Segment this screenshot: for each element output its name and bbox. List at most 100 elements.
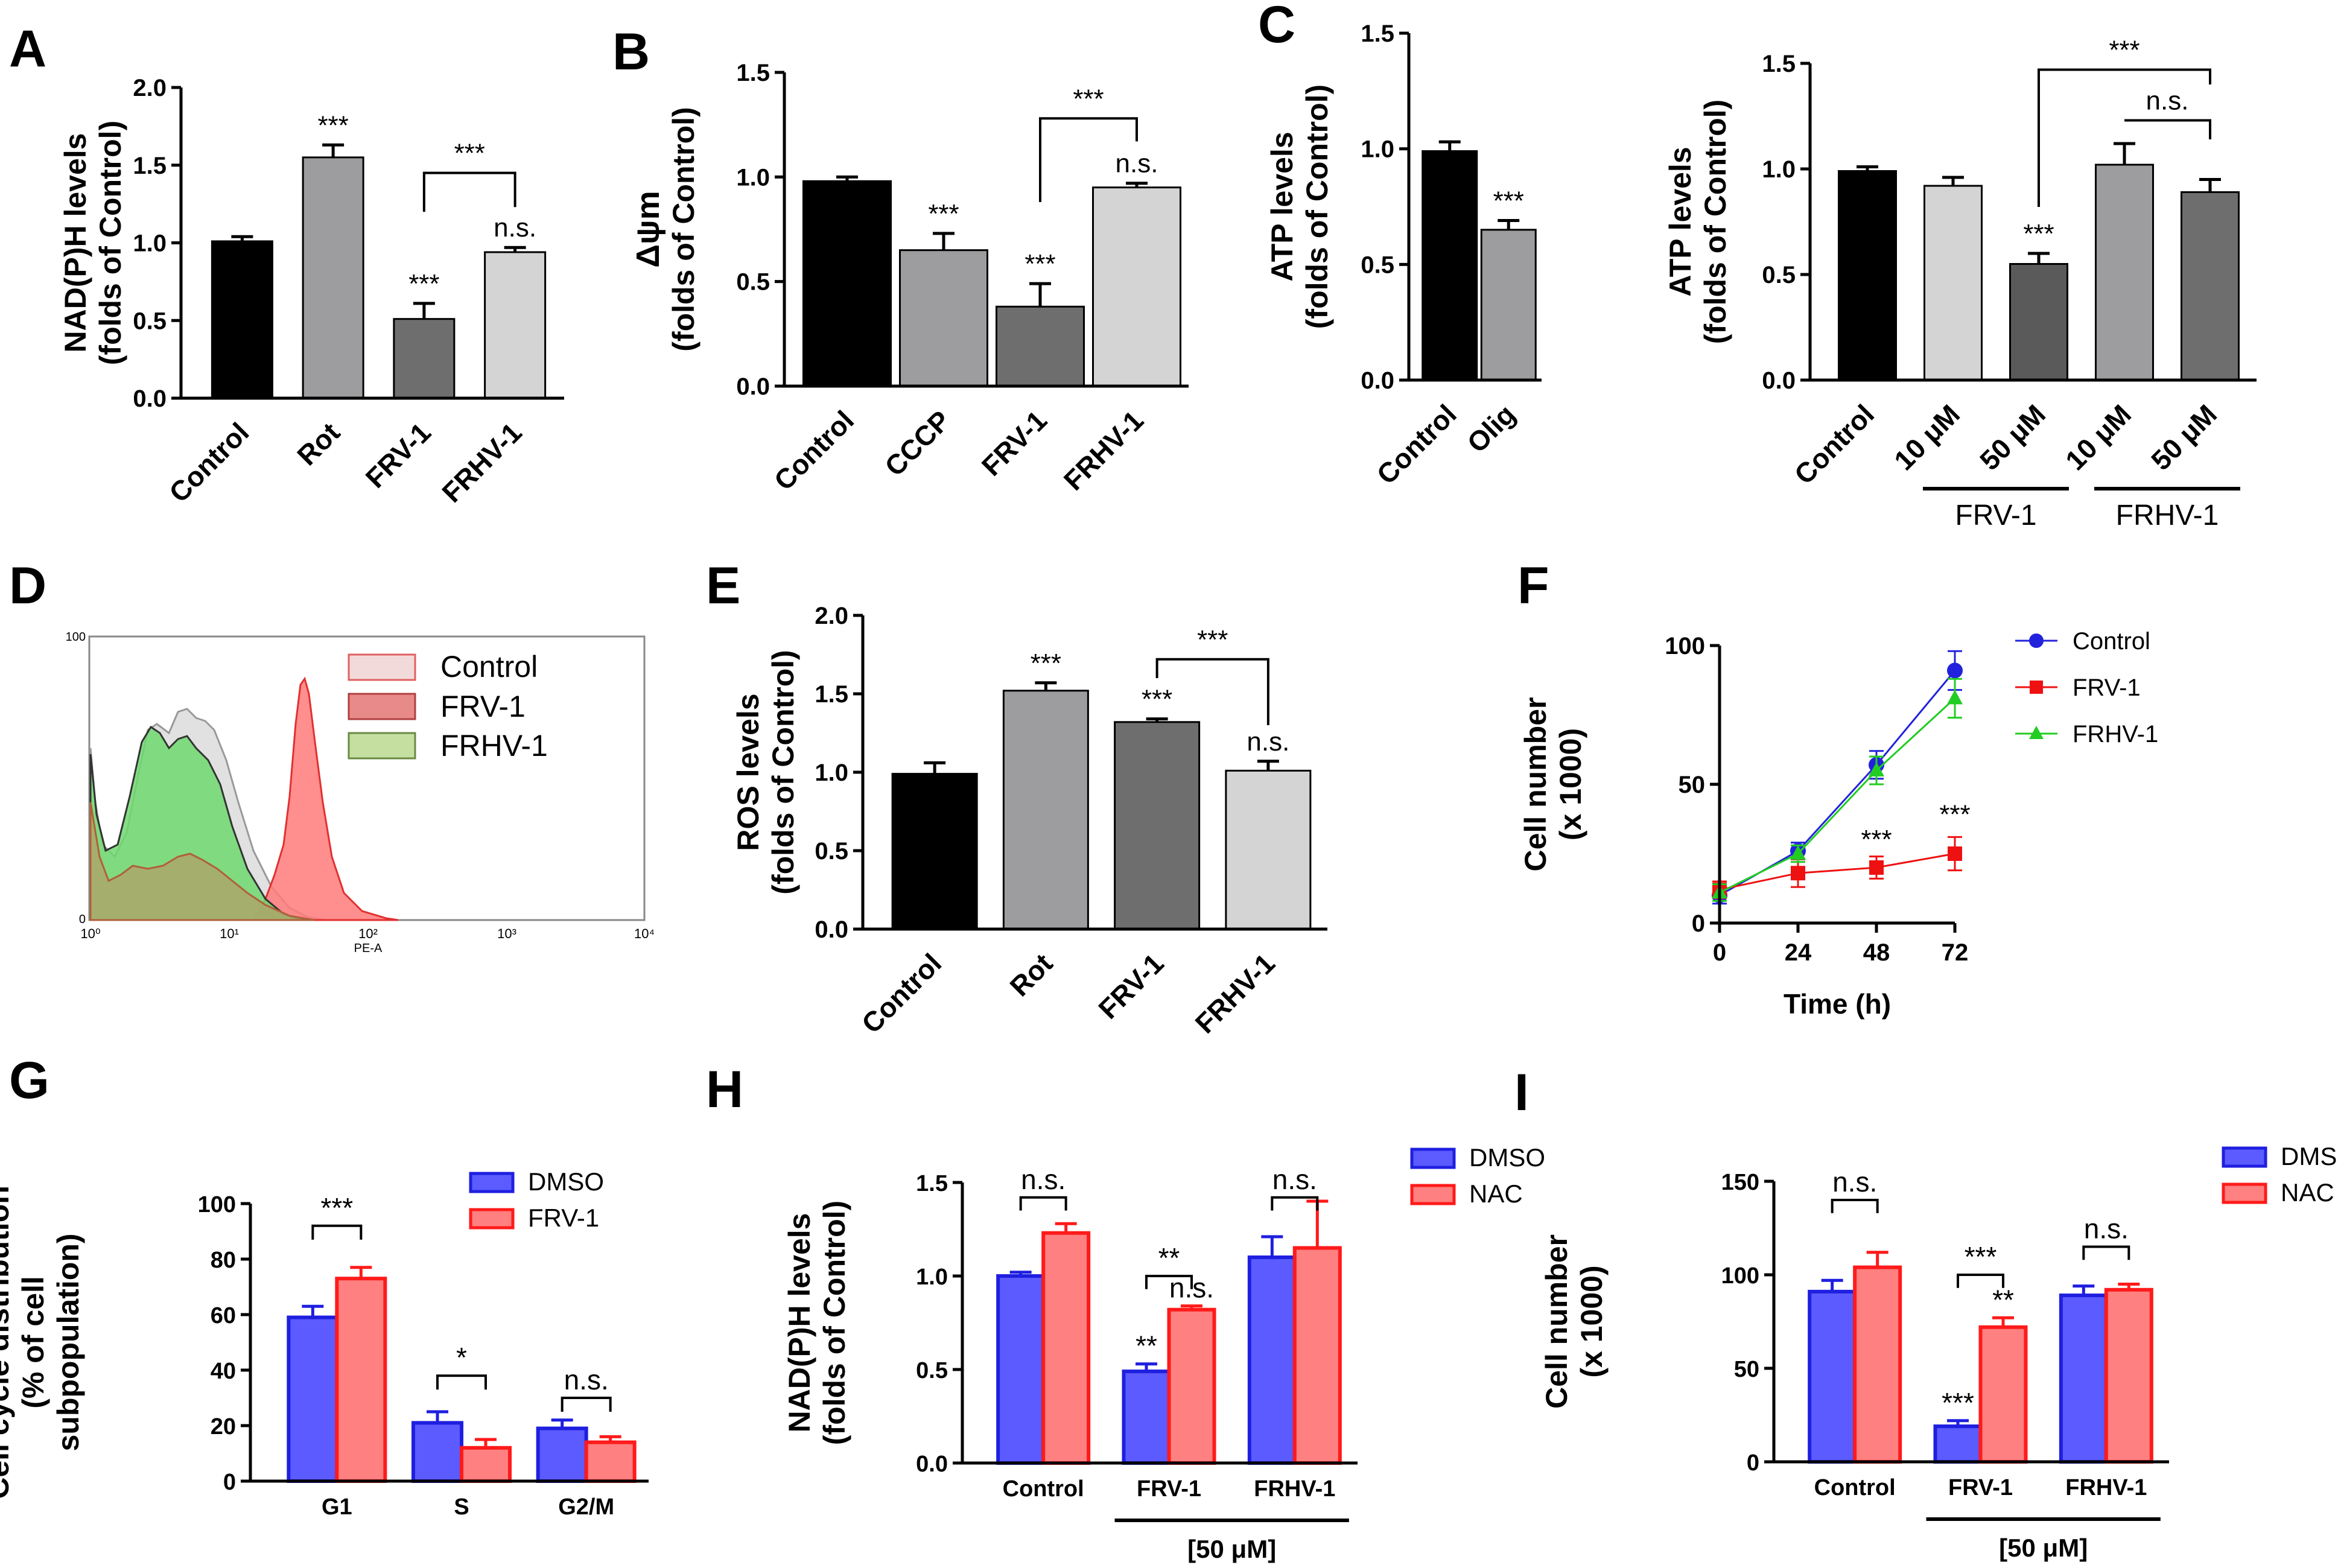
y-tick-label: 0.0: [133, 386, 167, 412]
y-tick-label: 2.0: [133, 75, 167, 101]
y-tick-label: 1.0: [1762, 156, 1796, 183]
significance-label: n.s.: [2084, 1213, 2129, 1245]
legend-swatch-frv-1: [469, 1208, 515, 1230]
histogram-ytick-bottom: 0: [79, 913, 86, 926]
significance-label: ***: [1965, 1241, 1997, 1272]
y-tick-label: 1.0: [815, 760, 848, 786]
data-point-frv-1: [1791, 866, 1805, 881]
y-tick-label: 100: [198, 1192, 236, 1217]
x-tick-label: FRV-1: [360, 416, 437, 494]
y-tick-label: 1.5: [916, 1171, 948, 1196]
bar-dmso: [996, 1274, 1046, 1465]
bar: [393, 318, 456, 399]
series-line-control: [1719, 670, 1956, 897]
y-tick-label: 1.5: [736, 60, 770, 86]
significance-bracket: [1039, 117, 1138, 202]
significance-label: ***: [454, 139, 485, 168]
y-tick-label: 0.0: [1762, 367, 1796, 394]
y-axis-title: ATP levels: [1265, 132, 1299, 281]
y-tick-label: 0.5: [736, 269, 770, 296]
significance-label: n.s.: [564, 1364, 609, 1395]
x-tick-label: Control: [1370, 398, 1462, 490]
histogram-xlabel: PE-A: [354, 942, 383, 955]
y-axis-title: (folds of Control): [94, 121, 127, 365]
x-tick-label: 72: [1942, 939, 1969, 966]
legend-label: DMSO: [2281, 1142, 2338, 1170]
legend-swatch-nac: [2222, 1182, 2267, 1204]
significance-bracket: [2038, 68, 2211, 207]
x-tick-label: FRHV-1: [1254, 1476, 1335, 1502]
panel-g-chart: G1 S G2/M****n.s.DMSOFRV-1020406080100Cell…: [0, 1052, 649, 1520]
legend-label-control: Control: [440, 650, 538, 684]
x-tick-label: G1: [322, 1494, 352, 1520]
histogram-xtick-1: 10¹: [220, 926, 239, 941]
histogram-xtick-3: 10³: [497, 926, 516, 941]
x-tick-label: FRV-1: [1948, 1475, 2013, 1500]
significance-label: **: [1992, 1284, 2014, 1315]
significance-bracket: [1831, 1199, 1879, 1213]
histogram-xtick-4: 10⁴: [634, 926, 655, 941]
bar: [2095, 163, 2154, 381]
panel-c1-chart: Control *** Olig 0.0 0.5 1.0 1.5 ATP levels (fol…: [1258, 0, 1542, 490]
y-axis-title: Cell cycle distribution: [0, 1186, 15, 1499]
y-tick-label: 80: [211, 1248, 236, 1273]
y-axis-title: Δψm: [630, 191, 666, 268]
legend-swatch-dmso: [1410, 1147, 1456, 1169]
bar-dmso: [1247, 1255, 1297, 1465]
x-tick-label: Rot: [291, 416, 346, 471]
y-axis-title: (folds of Control): [1300, 84, 1334, 329]
bar-frv-1: [584, 1440, 637, 1484]
panel-label: G: [9, 1052, 49, 1109]
y-tick-label: 60: [211, 1303, 236, 1328]
x-tick-label: Control: [1003, 1476, 1084, 1502]
significance-bracket: [2082, 1245, 2130, 1260]
y-axis-title: ROS levels: [731, 693, 765, 851]
bar: [211, 240, 273, 399]
legend-swatch-dmso: [469, 1172, 515, 1193]
bar-nac: [1041, 1231, 1091, 1465]
y-axis-title: NAD(P)H levels: [59, 133, 92, 353]
y-tick-label: 0.0: [736, 373, 770, 400]
bar-frv-1: [335, 1277, 387, 1483]
data-point-frhv-1: [1790, 845, 1806, 860]
legend-swatch-dmso: [2222, 1146, 2267, 1168]
y-axis-title: ATP levels: [1663, 147, 1697, 296]
y-tick-label: 0.5: [1361, 252, 1394, 278]
bar: [2009, 263, 2068, 381]
data-point-frv-1: [1948, 846, 1962, 861]
significance-bracket: [2124, 119, 2211, 139]
y-axis-title: (% of cell: [16, 1276, 50, 1408]
panel-c2-chart: Control 10 μM***50 μM 10 μM 50 μM***n.s.FRV…: [1663, 36, 2257, 532]
group-label: FRHV-1: [2116, 500, 2219, 532]
y-tick-label: 0.5: [1762, 262, 1796, 288]
bar-nac: [1853, 1265, 1902, 1464]
data-point-control: [1947, 662, 1963, 679]
significance-label: ***: [1493, 186, 1524, 216]
bar: [1923, 185, 1983, 381]
panel-label: F: [1517, 557, 1549, 615]
y-tick-label: 0.0: [916, 1452, 948, 1477]
legend-label: Control: [2073, 628, 2150, 655]
panel-label: E: [706, 557, 740, 615]
panel-a-chart: Control *** Rot *** FRV-1 n.s. FRHV-1 *** 0.0 0.5…: [9, 20, 564, 509]
y-axis-title: subpopulation): [51, 1233, 85, 1451]
y-tick-label: 0: [1692, 910, 1705, 937]
significance-bracket: [1145, 1275, 1193, 1289]
significance-label: ***: [1142, 685, 1172, 714]
histogram-overlap-curve: [89, 802, 314, 921]
group-label: FRV-1: [1955, 500, 2036, 532]
bar: [1422, 150, 1478, 381]
bar: [891, 773, 978, 930]
panel-label-d: D: [9, 557, 46, 615]
y-axis-title: (folds of Control): [818, 1201, 851, 1445]
data-point-frv-1: [1869, 860, 1884, 875]
legend-marker: [2030, 681, 2043, 694]
significance-label: ***: [1031, 649, 1061, 678]
significance-label: n.s.: [1272, 1164, 1317, 1195]
x-tick-label: Control: [1788, 398, 1880, 490]
bar: [1092, 186, 1181, 387]
y-tick-label: 0.5: [133, 308, 167, 334]
significance-bracket: [561, 1397, 612, 1412]
panel-e-chart: Control *** Rot *** FRV-1 n.s. FRHV-1 *** 0.0 0.5…: [706, 557, 1327, 1040]
y-tick-label: 100: [1721, 1263, 1759, 1289]
